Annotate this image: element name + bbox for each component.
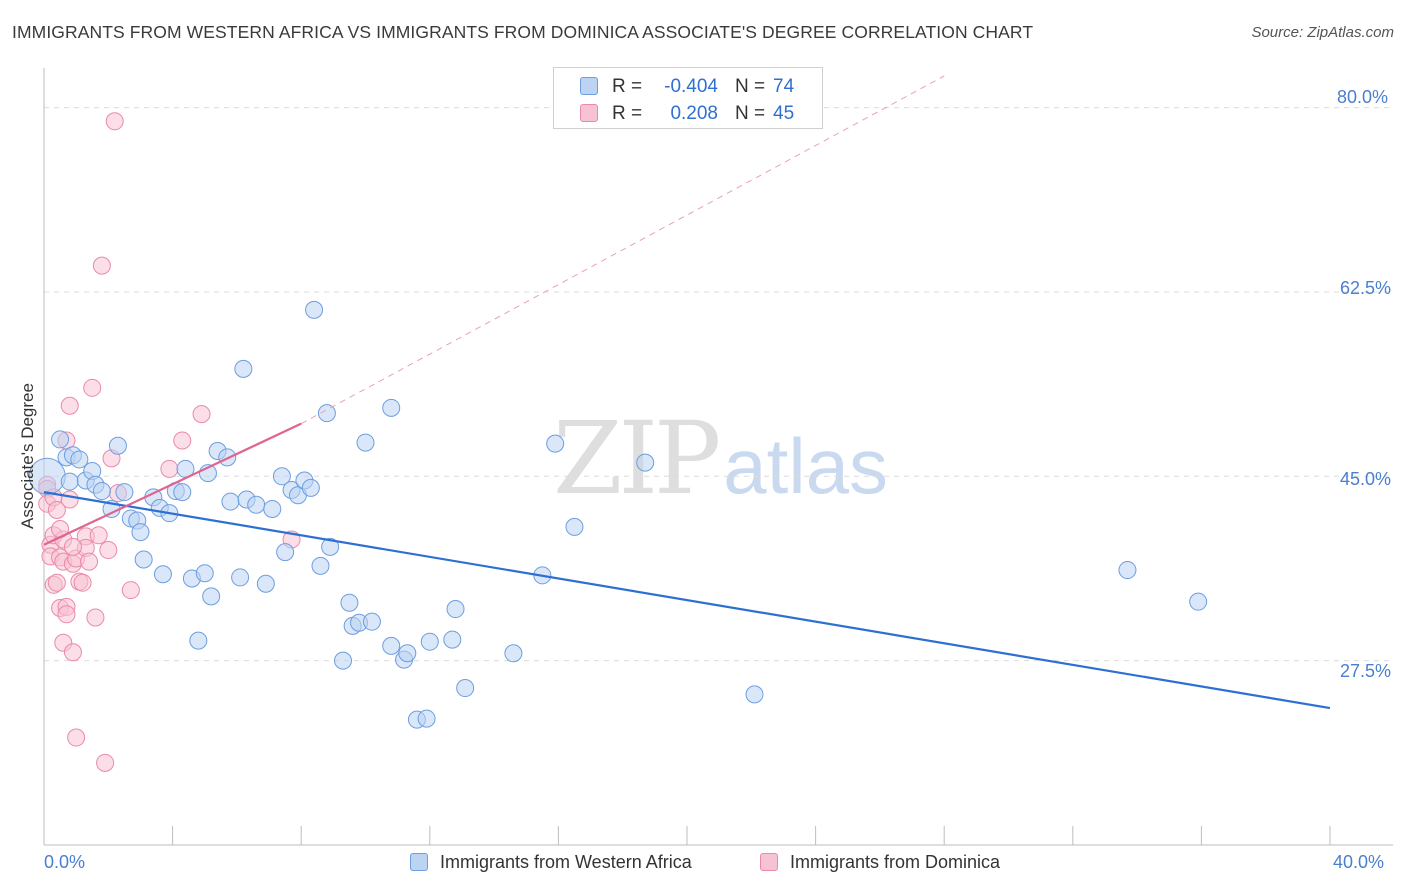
dominica-point <box>160 459 179 478</box>
western-africa-point <box>565 517 584 536</box>
source-label: Source: ZipAtlas.com <box>1251 24 1394 41</box>
dominica-point <box>121 581 140 600</box>
bottom-legend-swatch-blue <box>410 853 428 871</box>
western-africa-point <box>333 651 352 670</box>
dominica-point <box>99 541 118 560</box>
dominica-point <box>60 396 79 415</box>
dominica-point <box>86 608 105 627</box>
dominica-point <box>89 526 108 545</box>
legend-r-value: -0.404 <box>664 76 718 97</box>
y-tick-label-62-5: 62.5% <box>1340 278 1392 298</box>
dominica-point <box>47 501 66 520</box>
dominica-point <box>67 728 86 747</box>
western-africa-point <box>256 574 275 593</box>
chart-title: IMMIGRANTS FROM WESTERN AFRICA VS IMMIGR… <box>12 22 1034 42</box>
western-africa-point <box>92 482 111 501</box>
dominica-trend-extension <box>300 75 945 425</box>
dominica-point <box>192 405 211 424</box>
western-africa-point <box>51 430 70 449</box>
bottom-legend-western-africa: Immigrants from Western Africa <box>410 852 692 873</box>
western-africa-point <box>231 568 250 587</box>
western-africa-point <box>305 300 324 319</box>
legend-n-value: 45 <box>773 103 795 124</box>
y-tick-label-45: 45.0% <box>1340 469 1392 489</box>
western-africa-point <box>115 483 134 502</box>
legend-n-value: 74 <box>773 76 795 97</box>
dominica-point <box>173 431 192 450</box>
legend-r-label: R = <box>612 103 643 124</box>
western-africa-point <box>321 537 340 556</box>
legend-r-value: 0.208 <box>670 103 718 124</box>
dominica-point <box>92 256 111 275</box>
legend-n-label: N = <box>735 76 766 97</box>
western-africa-point <box>108 436 127 455</box>
y-axis-title: Associate's Degree <box>18 383 37 529</box>
bottom-legend-label-western-africa: Immigrants from Western Africa <box>440 852 692 872</box>
western-africa-point <box>340 593 359 612</box>
western-africa-point <box>195 564 214 583</box>
western-africa-point <box>546 434 565 453</box>
western-africa-point <box>317 404 336 423</box>
western-africa-point <box>153 565 172 584</box>
western-africa-point <box>221 492 240 511</box>
western-africa-point <box>263 499 282 518</box>
western-africa-point <box>134 550 153 569</box>
western-africa-point <box>745 685 764 704</box>
y-tick-label-80: 80.0% <box>1337 87 1389 107</box>
dominica-point <box>63 537 82 556</box>
bottom-legend-swatch-pink <box>760 853 778 871</box>
western-africa-point <box>301 478 320 497</box>
western-africa-point <box>234 359 253 378</box>
western-africa-point <box>456 679 475 698</box>
legend-n-label: N = <box>735 103 766 124</box>
western-africa-point <box>131 523 150 542</box>
western-africa-point <box>443 630 462 649</box>
dominica-point <box>57 605 76 624</box>
western-africa-point <box>70 450 89 469</box>
dominica-point <box>83 378 102 397</box>
western-africa-point <box>189 631 208 650</box>
legend-swatch-blue <box>580 77 598 95</box>
western-africa-point <box>247 495 266 514</box>
western-africa-point <box>382 636 401 655</box>
y-tick-label-27-5: 27.5% <box>1340 661 1392 681</box>
dominica-point <box>105 112 124 131</box>
legend-r-label: R = <box>612 76 643 97</box>
correlation-legend: R = -0.404 N = 74 R = 0.208 N = 45 <box>553 67 823 129</box>
western-africa-point <box>173 483 192 502</box>
western-africa-point <box>1189 592 1208 611</box>
western-africa-trend-line <box>43 491 1331 710</box>
western-africa-point <box>202 587 221 606</box>
dominica-point <box>96 753 115 772</box>
western-africa-point <box>276 543 295 562</box>
bottom-legend-label-dominica: Immigrants from Dominica <box>790 852 1001 872</box>
western-africa-point <box>636 453 655 472</box>
x-tick-label-min: 0.0% <box>44 852 86 872</box>
dominica-point <box>47 573 66 592</box>
bottom-legend-dominica: Immigrants from Dominica <box>760 852 1000 873</box>
western-africa-point <box>60 472 79 491</box>
western-africa-point <box>362 612 381 631</box>
dominica-point <box>60 490 79 509</box>
legend-swatch-pink <box>580 104 598 122</box>
western-africa-point <box>417 709 436 728</box>
western-africa-point <box>356 433 375 452</box>
x-tick-label-max: 40.0% <box>1333 852 1385 872</box>
western-africa-point <box>504 644 523 663</box>
western-africa-point <box>272 467 291 486</box>
western-africa-point <box>311 556 330 575</box>
western-africa-point <box>398 644 417 663</box>
dominica-point <box>80 552 99 571</box>
dominica-point <box>73 573 92 592</box>
western-africa-point <box>382 398 401 417</box>
dominica-trend-line <box>43 422 302 546</box>
dominica-point <box>63 643 82 662</box>
western-africa-point <box>420 632 439 651</box>
western-africa-point <box>1118 561 1137 580</box>
western-africa-point <box>446 600 465 619</box>
